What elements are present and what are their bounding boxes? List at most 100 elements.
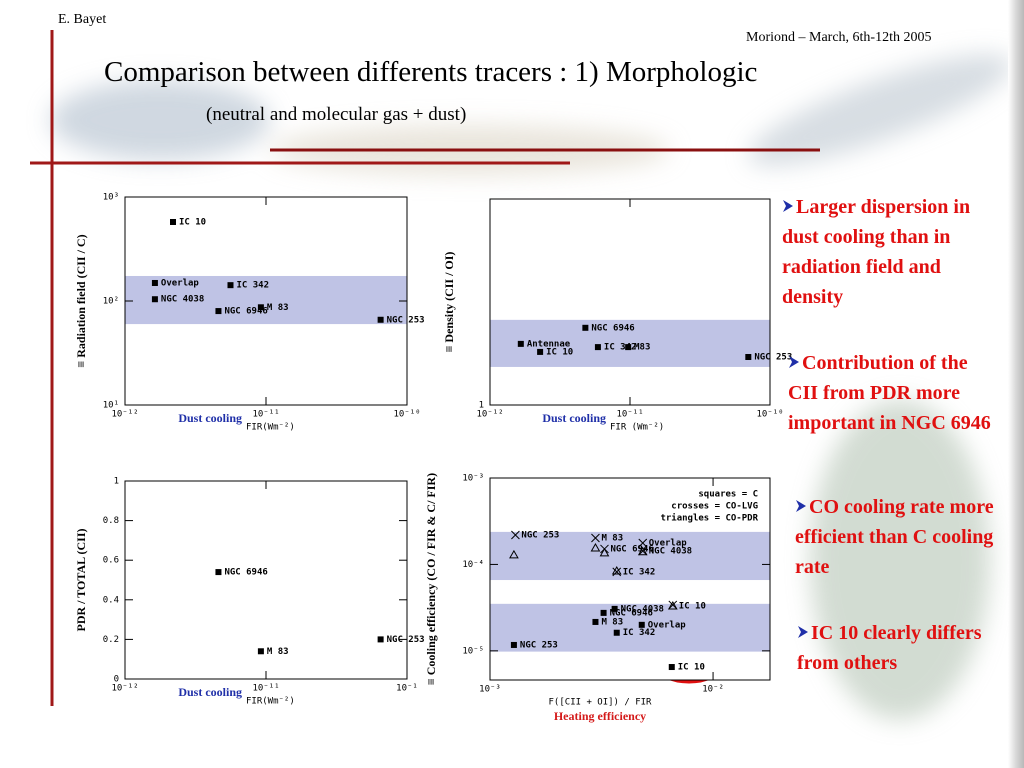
y-tick-label: 0.8 (103, 516, 119, 526)
point-label: NGC 4038 (621, 604, 664, 614)
bullet-text: IC 10 clearly differs from others (797, 622, 982, 674)
point (592, 618, 599, 625)
y-tick-label: 10⁻⁴ (462, 560, 484, 570)
point (517, 340, 524, 347)
point-label: IC 10 (678, 663, 705, 673)
point (638, 621, 645, 628)
point (667, 601, 678, 610)
bullet-arrow (796, 500, 806, 512)
point-label: NGC 4038 (161, 295, 204, 305)
point (590, 542, 601, 552)
point-label: M 83 (267, 303, 289, 313)
y-tick-label: 1 (479, 401, 484, 411)
bullet-arrow (783, 200, 793, 212)
point (215, 569, 222, 576)
x-tick-label: 10⁻¹ (396, 684, 418, 694)
x-tick-label: 10⁻¹¹ (616, 410, 643, 420)
y-axis-label: PDR / TOTAL (CII) (74, 528, 88, 631)
x-tick-label: 10⁻¹¹ (252, 410, 279, 420)
point-label: M 83 (267, 647, 289, 657)
bullet-text: Contribution of the CII from PDR more im… (788, 352, 991, 434)
point-label: M 83 (601, 534, 623, 544)
point (170, 218, 177, 225)
arrow-shape (789, 356, 799, 368)
x-tick-label: 10⁻¹² (111, 684, 138, 694)
x-tick-label: 10⁻¹⁰ (756, 410, 783, 420)
point-label: NGC 4038 (649, 547, 692, 557)
point-label: NGC 6946 (224, 307, 267, 317)
y-axis-label: ≡ Radiation field (CII / C) (74, 234, 88, 367)
y-tick-label: 10² (103, 297, 119, 307)
point (377, 316, 384, 323)
range-band (490, 603, 770, 652)
y-tick-label: 0 (114, 675, 119, 685)
galaxy-blob (50, 80, 270, 160)
y-tick-label: 0.4 (103, 595, 119, 605)
point-label: M 83 (601, 617, 623, 627)
point-label: NGC 6946 (591, 323, 634, 333)
x-axis-label: FIR (Wm⁻²) (610, 423, 664, 433)
galaxy-blob (810, 400, 990, 720)
arrow-shape (783, 200, 793, 212)
scatter-chart: 10⁻¹² 10⁻¹¹ 10⁻¹⁰ 1 FIR (Wm⁻²) Dust cooling ≡ … (442, 198, 792, 433)
point (510, 641, 517, 648)
scatter-chart: 10⁻³ 10⁻² 10⁻⁵ 10⁻⁴ 10⁻³ F([CII + OI]) / FIRH… (424, 473, 771, 723)
point-label: IC 342 (623, 567, 656, 577)
range-band (490, 531, 770, 581)
y-axis-label: ≡ Cooling efficiency (CO / FIR & C/ FIR) (424, 473, 438, 685)
legend-entry: squares = C (698, 490, 758, 500)
y-axis-label: ≡ Density (CII / OI) (442, 252, 456, 353)
bullet: Larger dispersion in dust cooling than i… (782, 192, 1002, 312)
y-tick-label: 10⁻³ (462, 474, 484, 484)
point-label: Overlap (648, 620, 687, 630)
bullet: Contribution of the CII from PDR more im… (788, 348, 998, 438)
point-label: Overlap (161, 278, 200, 288)
plot-frame (489, 477, 771, 681)
date: Moriond – March, 6th-12th 2005 (746, 30, 932, 45)
bullet-text: Larger dispersion in dust cooling than i… (782, 196, 971, 308)
point-label: Antennae (527, 339, 571, 349)
point (511, 530, 520, 540)
x-tick-label: 10⁻² (702, 685, 724, 695)
y-tick-label: 10⁻⁵ (462, 646, 484, 656)
point (227, 282, 234, 289)
point (638, 546, 648, 556)
point (613, 629, 620, 636)
point-label: IC 10 (546, 347, 573, 357)
point (745, 354, 752, 361)
y-tick-label: 1 (114, 477, 119, 487)
annotation: Heating efficiency (554, 709, 646, 723)
point (257, 648, 264, 655)
slide-subtitle: (neutral and molecular gas + dust) (206, 104, 467, 125)
point-label: IC 342 (236, 281, 269, 291)
bullet-text: CO cooling rate more efficient than C co… (795, 496, 994, 578)
point (377, 636, 384, 643)
x-axis-label: FIR(Wm⁻²) (246, 697, 295, 707)
point (599, 547, 610, 557)
point (509, 549, 519, 559)
x-tick-label: 10⁻¹⁰ (393, 410, 420, 420)
point-label: NGC 253 (521, 531, 559, 541)
x-tick-label: 10⁻¹² (476, 410, 503, 420)
point-label: IC 10 (179, 217, 206, 227)
annotation: Dust cooling (542, 411, 606, 425)
plot-background (490, 199, 770, 405)
point (600, 609, 607, 616)
y-tick-label: 0.6 (103, 556, 119, 566)
slide-title: Comparison between differents tracers : … (104, 56, 758, 88)
point (668, 664, 675, 671)
range-band (490, 319, 770, 367)
point (611, 605, 618, 612)
point-label: NGC 6946 (610, 608, 653, 618)
point-label: NGC 253 (387, 315, 425, 325)
point-label: IC 342 (604, 343, 637, 353)
bullet-arrow (798, 626, 808, 638)
x-axis-label: F([CII + OI]) / FIR (549, 698, 653, 708)
point-label: Overlap (649, 538, 688, 548)
point (637, 546, 648, 556)
point (151, 279, 158, 286)
arrow-shape (798, 626, 808, 638)
bullet: CO cooling rate more efficient than C co… (795, 492, 1007, 582)
